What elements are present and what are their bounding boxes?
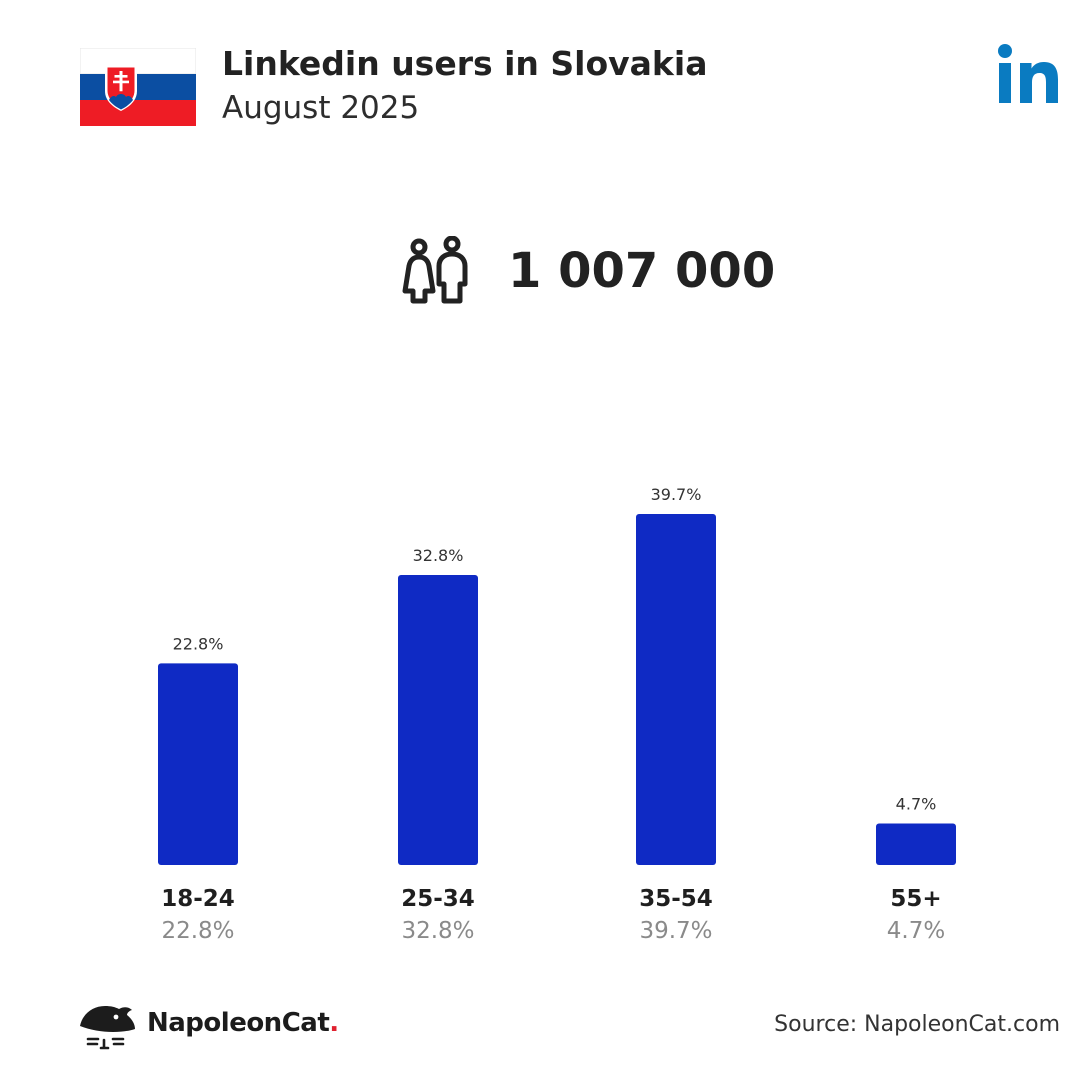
- bar-55+: [876, 823, 956, 865]
- linkedin-logo-icon: [998, 44, 1058, 103]
- bar-25-34: [398, 575, 478, 865]
- total-users-value: 1 007 000: [508, 243, 776, 299]
- page-title: Linkedin users in Slovakia: [222, 44, 708, 83]
- category-percent-label: 32.8%: [401, 918, 474, 944]
- category-percent-label: 39.7%: [639, 918, 712, 944]
- bar-value-label: 22.8%: [173, 634, 224, 653]
- category-label: 25-34: [401, 886, 475, 912]
- people-icon: [402, 236, 468, 304]
- brand-name-text: NapoleonCat: [147, 1008, 330, 1038]
- category-percent-label: 4.7%: [887, 918, 945, 944]
- slovakia-flag-icon: [80, 48, 196, 126]
- bar-value-label: 32.8%: [413, 546, 464, 565]
- page-subtitle: August 2025: [222, 90, 420, 126]
- category-label: 35-54: [639, 886, 713, 912]
- bar-value-label: 39.7%: [651, 485, 702, 504]
- brand-name: NapoleonCat.: [147, 1008, 339, 1038]
- category-label: 18-24: [161, 886, 235, 912]
- source-label: Source: NapoleonCat.com: [774, 1012, 1060, 1037]
- bar-35-54: [636, 514, 716, 865]
- bar-18-24: [158, 663, 238, 865]
- total-users: 1 007 000: [402, 236, 775, 306]
- bar-value-label: 4.7%: [896, 794, 937, 813]
- category-label: 55+: [890, 886, 941, 912]
- brand-dot: .: [329, 1008, 339, 1038]
- napoleoncat-logo-icon: [80, 1006, 135, 1050]
- category-percent-label: 22.8%: [161, 918, 234, 944]
